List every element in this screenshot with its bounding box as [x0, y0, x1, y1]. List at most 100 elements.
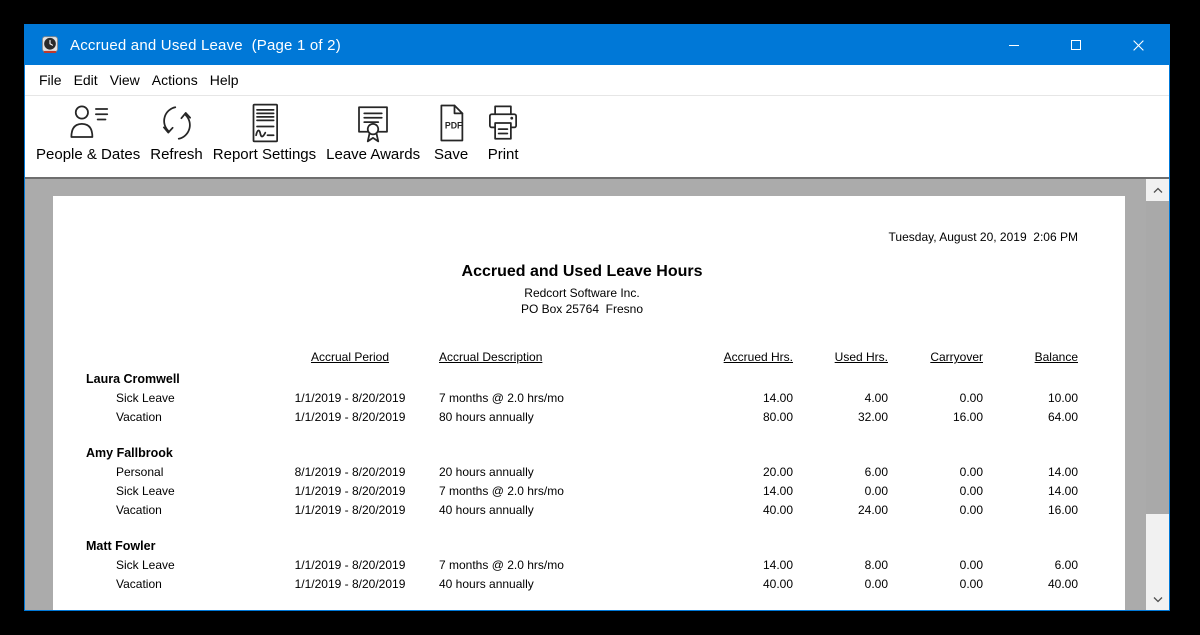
- menu-help[interactable]: Help: [204, 72, 245, 88]
- chevron-down-icon: [1153, 596, 1163, 603]
- print-icon: [482, 102, 524, 144]
- col-header-accrued-hrs: Accrued Hrs.: [698, 348, 793, 367]
- carryover: 0.00: [888, 501, 983, 520]
- maximize-button[interactable]: [1045, 25, 1107, 65]
- menu-edit[interactable]: Edit: [68, 72, 104, 88]
- leave-row: Vacation 1/1/2019 - 8/20/2019 80 hours a…: [86, 408, 1078, 427]
- leave-row: Sick Leave 1/1/2019 - 8/20/2019 7 months…: [86, 389, 1078, 408]
- leave-type: Vacation: [86, 501, 286, 520]
- desktop-background: Accrued and Used Leave (Page 1 of 2): [0, 0, 1200, 635]
- report-address: PO Box 25764 Fresno: [86, 301, 1078, 317]
- leave-row: Sick Leave 1/1/2019 - 8/20/2019 7 months…: [86, 556, 1078, 575]
- accrual-period: 1/1/2019 - 8/20/2019: [286, 389, 414, 408]
- leave-type: Vacation: [86, 408, 286, 427]
- leave-row: Personal 8/1/2019 - 8/20/2019 20 hours a…: [86, 463, 1078, 482]
- app-clock-icon: [40, 35, 60, 55]
- menu-bar: File Edit View Actions Help: [25, 65, 1169, 96]
- carryover: 0.00: [888, 575, 983, 594]
- save-button[interactable]: PDF Save: [430, 102, 472, 163]
- save-label: Save: [434, 146, 468, 163]
- leave-row: Vacation 1/1/2019 - 8/20/2019 40 hours a…: [86, 575, 1078, 594]
- refresh-button[interactable]: Refresh: [150, 102, 203, 163]
- titlebar[interactable]: Accrued and Used Leave (Page 1 of 2): [25, 25, 1169, 65]
- employee-group: Amy Fallbrook Personal 8/1/2019 - 8/20/2…: [86, 444, 1078, 520]
- close-icon: [1132, 39, 1145, 52]
- scroll-down-button[interactable]: [1146, 588, 1169, 610]
- report-title: Accrued and Used Leave Hours: [86, 262, 1078, 282]
- used-hrs: 4.00: [793, 389, 888, 408]
- balance: 40.00: [983, 575, 1078, 594]
- people-dates-icon: [67, 102, 109, 144]
- employee-name-row: Matt Fowler: [86, 537, 1078, 556]
- carryover: 0.00: [888, 463, 983, 482]
- carryover: 16.00: [888, 408, 983, 427]
- leave-row: Vacation 1/1/2019 - 8/20/2019 40 hours a…: [86, 501, 1078, 520]
- col-header-empty: [86, 348, 286, 367]
- balance: 10.00: [983, 389, 1078, 408]
- menu-view[interactable]: View: [104, 72, 146, 88]
- scroll-up-button[interactable]: [1146, 179, 1169, 201]
- col-header-accrual-description: Accrual Description: [414, 348, 698, 367]
- report-table-header: Accrual Period Accrual Description Accru…: [86, 348, 1078, 367]
- accrual-description: 80 hours annually: [414, 408, 698, 427]
- used-hrs: 0.00: [793, 482, 888, 501]
- used-hrs: 6.00: [793, 463, 888, 482]
- save-pdf-icon: PDF: [430, 102, 472, 144]
- vertical-scrollbar[interactable]: [1146, 179, 1169, 610]
- used-hrs: 8.00: [793, 556, 888, 575]
- report-settings-button[interactable]: Report Settings: [213, 102, 316, 163]
- toolbar: People & Dates Refresh: [25, 96, 1169, 177]
- used-hrs: 0.00: [793, 575, 888, 594]
- menu-file[interactable]: File: [33, 72, 68, 88]
- accrual-description: 20 hours annually: [414, 463, 698, 482]
- refresh-icon: [156, 102, 198, 144]
- leave-row: Sick Leave 1/1/2019 - 8/20/2019 7 months…: [86, 482, 1078, 501]
- svg-text:PDF: PDF: [445, 120, 463, 130]
- report-table-body: Laura Cromwell Sick Leave 1/1/2019 - 8/2…: [86, 370, 1078, 594]
- people-dates-button[interactable]: People & Dates: [36, 102, 140, 163]
- minimize-icon: [1008, 39, 1020, 51]
- accrued-hrs: 40.00: [698, 575, 793, 594]
- accrued-hrs: 80.00: [698, 408, 793, 427]
- window-controls: [983, 25, 1169, 65]
- carryover: 0.00: [888, 482, 983, 501]
- accrual-description: 7 months @ 2.0 hrs/mo: [414, 482, 698, 501]
- minimize-button[interactable]: [983, 25, 1045, 65]
- leave-type: Vacation: [86, 575, 286, 594]
- scrollbar-thumb[interactable]: [1146, 201, 1169, 514]
- accrued-hrs: 14.00: [698, 389, 793, 408]
- accrual-period: 8/1/2019 - 8/20/2019: [286, 463, 414, 482]
- used-hrs: 32.00: [793, 408, 888, 427]
- window-title: Accrued and Used Leave (Page 1 of 2): [70, 37, 341, 54]
- carryover: 0.00: [888, 389, 983, 408]
- balance: 16.00: [983, 501, 1078, 520]
- employee-name: Matt Fowler: [86, 537, 286, 556]
- close-button[interactable]: [1107, 25, 1169, 65]
- accrued-hrs: 20.00: [698, 463, 793, 482]
- accrual-description: 7 months @ 2.0 hrs/mo: [414, 556, 698, 575]
- refresh-label: Refresh: [150, 146, 203, 163]
- accrual-description: 40 hours annually: [414, 575, 698, 594]
- accrued-hrs: 40.00: [698, 501, 793, 520]
- accrual-description: 40 hours annually: [414, 501, 698, 520]
- report-table: Accrual Period Accrual Description Accru…: [86, 348, 1078, 594]
- leave-awards-button[interactable]: Leave Awards: [326, 102, 420, 163]
- leave-type: Sick Leave: [86, 389, 286, 408]
- accrual-period: 1/1/2019 - 8/20/2019: [286, 482, 414, 501]
- accrual-period: 1/1/2019 - 8/20/2019: [286, 408, 414, 427]
- balance: 14.00: [983, 463, 1078, 482]
- report-page: Tuesday, August 20, 2019 2:06 PM Accrued…: [53, 196, 1125, 610]
- accrual-period: 1/1/2019 - 8/20/2019: [286, 501, 414, 520]
- balance: 64.00: [983, 408, 1078, 427]
- used-hrs: 24.00: [793, 501, 888, 520]
- leave-awards-label: Leave Awards: [326, 146, 420, 163]
- leave-awards-icon: [352, 102, 394, 144]
- print-button[interactable]: Print: [482, 102, 524, 163]
- col-header-balance: Balance: [983, 348, 1078, 367]
- report-settings-icon: [243, 102, 285, 144]
- col-header-carryover: Carryover: [888, 348, 983, 367]
- accrual-description: 7 months @ 2.0 hrs/mo: [414, 389, 698, 408]
- menu-actions[interactable]: Actions: [146, 72, 204, 88]
- chevron-up-icon: [1153, 187, 1163, 194]
- accrued-hrs: 14.00: [698, 556, 793, 575]
